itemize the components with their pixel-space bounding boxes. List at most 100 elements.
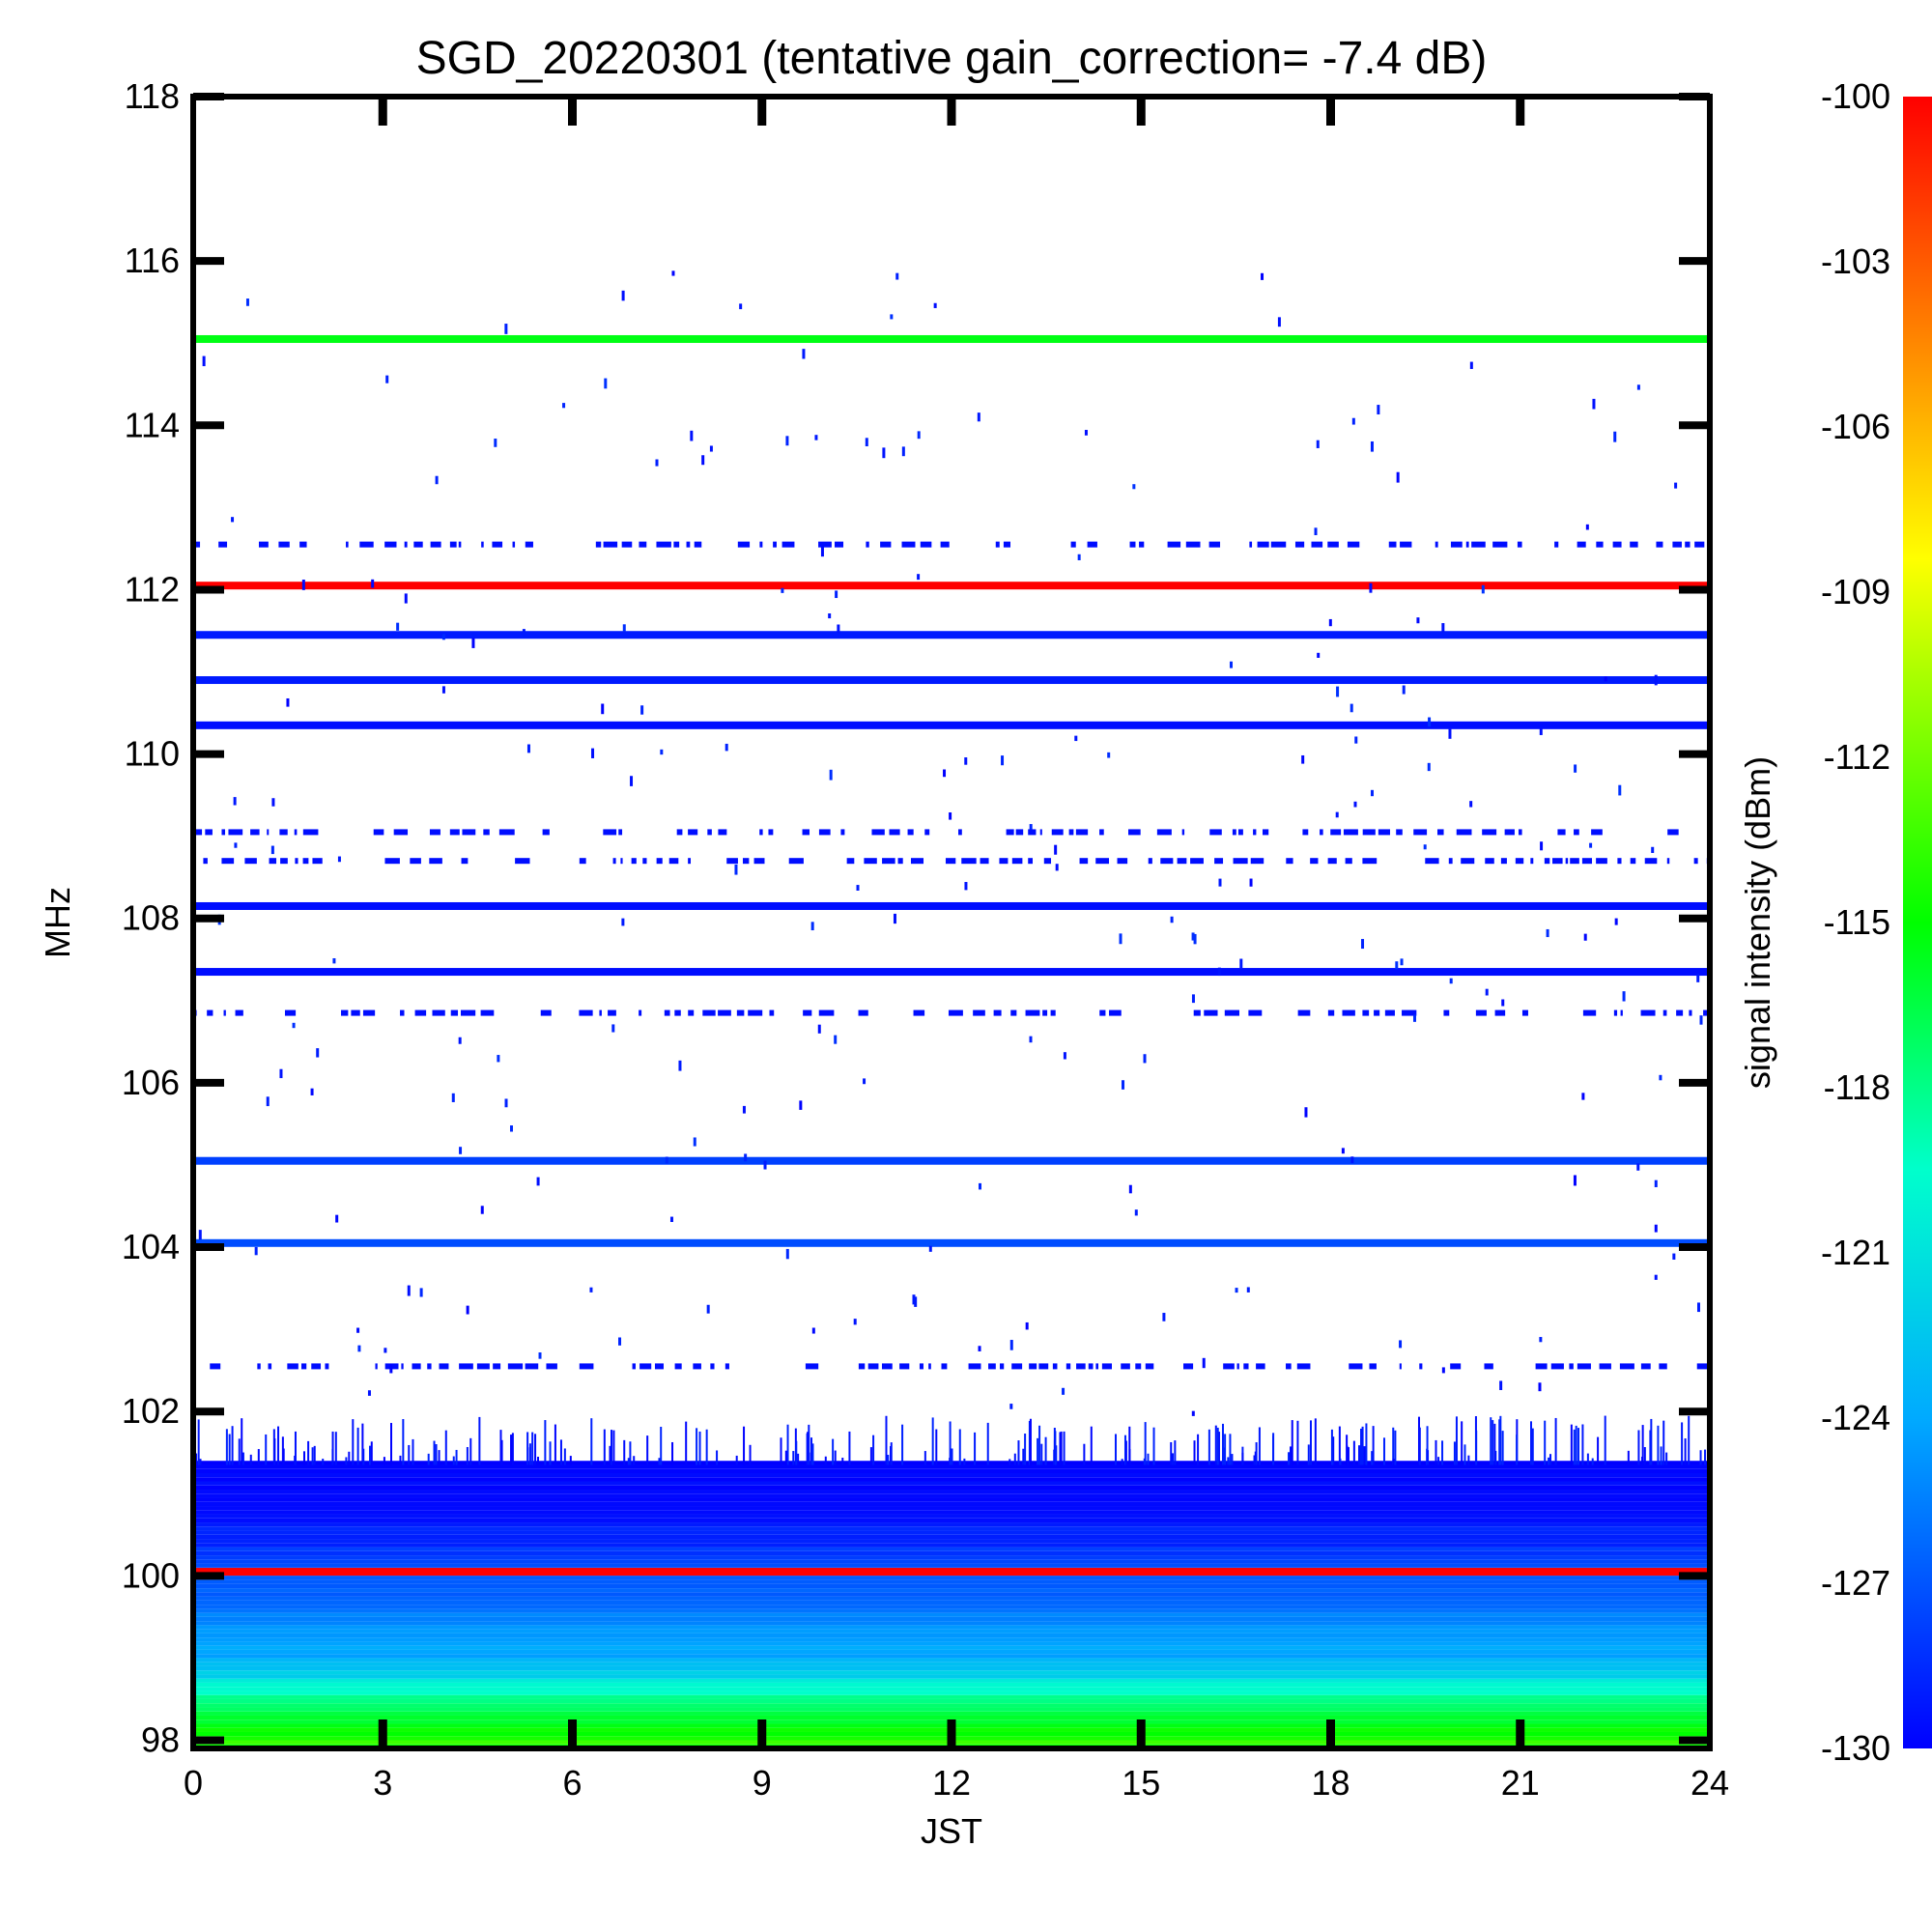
line-segment: [1662, 1009, 1667, 1016]
line-segment: [1000, 1363, 1005, 1370]
noise-floor-row: [193, 1543, 1710, 1548]
line-segment: [999, 858, 1009, 865]
speckle-point: [811, 1327, 815, 1334]
speckle-point: [706, 1304, 710, 1314]
line-segment: [400, 1009, 405, 1016]
line-segment: [958, 829, 962, 836]
speckle-point: [1618, 784, 1622, 796]
speckle-point: [384, 1348, 387, 1353]
line-segment: [301, 1363, 307, 1370]
line-segment: [1402, 1009, 1417, 1016]
noise-speckle: [282, 1448, 285, 1465]
speckle-point: [1448, 728, 1452, 739]
noise-floor-row: [193, 1665, 1710, 1671]
speckle-point: [198, 1230, 202, 1240]
line-segment: [1425, 858, 1439, 865]
line-segment: [492, 541, 503, 548]
line-segment: [664, 1009, 670, 1016]
line-segment: [901, 541, 916, 548]
speckle-point: [669, 1216, 673, 1223]
line-segment: [718, 1009, 731, 1016]
noise-speckle: [1028, 1420, 1031, 1465]
noise-speckle: [1174, 1440, 1177, 1465]
speckle-point: [914, 1296, 918, 1307]
line-segment: [769, 1009, 775, 1016]
line-segment: [1613, 1009, 1618, 1016]
line-segment: [1156, 829, 1172, 836]
line-segment: [1190, 858, 1204, 865]
speckle-point: [601, 703, 605, 715]
noise-speckle: [1040, 1443, 1043, 1465]
noise-speckle: [696, 1428, 698, 1465]
line-segment: [294, 829, 298, 836]
speckle-point: [630, 776, 634, 786]
noise-speckle: [412, 1438, 414, 1465]
noise-speckle: [569, 1456, 572, 1465]
noise-speckle: [1170, 1441, 1173, 1465]
noise-speckle: [265, 1434, 268, 1465]
line-segment: [1330, 829, 1342, 836]
noise-speckle: [334, 1432, 337, 1465]
x-axis-label: JST: [921, 1811, 982, 1851]
noise-speckle: [1029, 1418, 1032, 1465]
noise-speckle: [629, 1441, 632, 1465]
line-segment: [980, 858, 989, 865]
speckle-point: [977, 412, 980, 422]
line-segment: [639, 1009, 642, 1016]
speckle-point: [1191, 994, 1195, 1004]
noise-speckle: [1272, 1433, 1275, 1465]
y-tick-label: 102: [122, 1391, 180, 1431]
line-segment: [384, 858, 400, 865]
noise-speckle: [1641, 1425, 1644, 1465]
line-segment: [1419, 1363, 1423, 1370]
line-segment: [1596, 541, 1604, 548]
line-segment: [1052, 1363, 1058, 1370]
noise-floor-row: [193, 1473, 1710, 1478]
noise-speckle: [1394, 1430, 1397, 1465]
speckle-point: [1077, 554, 1081, 560]
line-segment: [498, 829, 515, 836]
noise-speckle: [1704, 1449, 1707, 1465]
line-segment: [632, 1363, 636, 1370]
noise-speckle: [1577, 1428, 1580, 1465]
line-segment: [1099, 829, 1104, 836]
line-segment: [481, 541, 484, 548]
speckle-point: [279, 1068, 283, 1079]
line-segment: [1087, 541, 1097, 548]
intermittent-line: [193, 858, 1710, 865]
speckle-point: [1074, 735, 1078, 742]
line-segment: [1349, 1363, 1363, 1370]
noise-speckle: [1570, 1424, 1573, 1465]
noise-floor-row: [193, 1641, 1710, 1646]
line-segment: [480, 1009, 495, 1016]
noise-speckle: [277, 1426, 280, 1465]
speckle-point: [451, 1093, 455, 1102]
noise-speckle: [974, 1432, 977, 1465]
noise-speckle: [241, 1418, 243, 1465]
noise-speckle: [1241, 1452, 1244, 1465]
noise-floor-row: [193, 1658, 1710, 1662]
speckle-point: [1369, 582, 1373, 593]
x-tick-label: 6: [562, 1763, 582, 1803]
noise-speckle: [1216, 1427, 1219, 1465]
line-segment: [449, 541, 457, 548]
noise-speckle: [361, 1423, 364, 1465]
colorbar-tick-label: -109: [1821, 572, 1890, 611]
noise-speckle: [1427, 1450, 1430, 1465]
line-segment: [525, 1363, 539, 1370]
line-segment: [1492, 541, 1508, 548]
noise-speckle: [1591, 1458, 1594, 1465]
line-segment: [1640, 1009, 1656, 1016]
speckle-point: [1614, 918, 1618, 925]
speckle-point: [1054, 844, 1058, 855]
line-segment: [384, 541, 397, 548]
line-segment: [1672, 541, 1682, 548]
speckle-point: [1377, 405, 1380, 415]
noise-speckle: [1214, 1425, 1217, 1465]
speckle-point: [1335, 811, 1339, 818]
line-segment: [1148, 858, 1152, 865]
noise-speckle: [1063, 1431, 1065, 1465]
noise-floor-row: [193, 1534, 1710, 1540]
noise-speckle: [1544, 1420, 1547, 1465]
